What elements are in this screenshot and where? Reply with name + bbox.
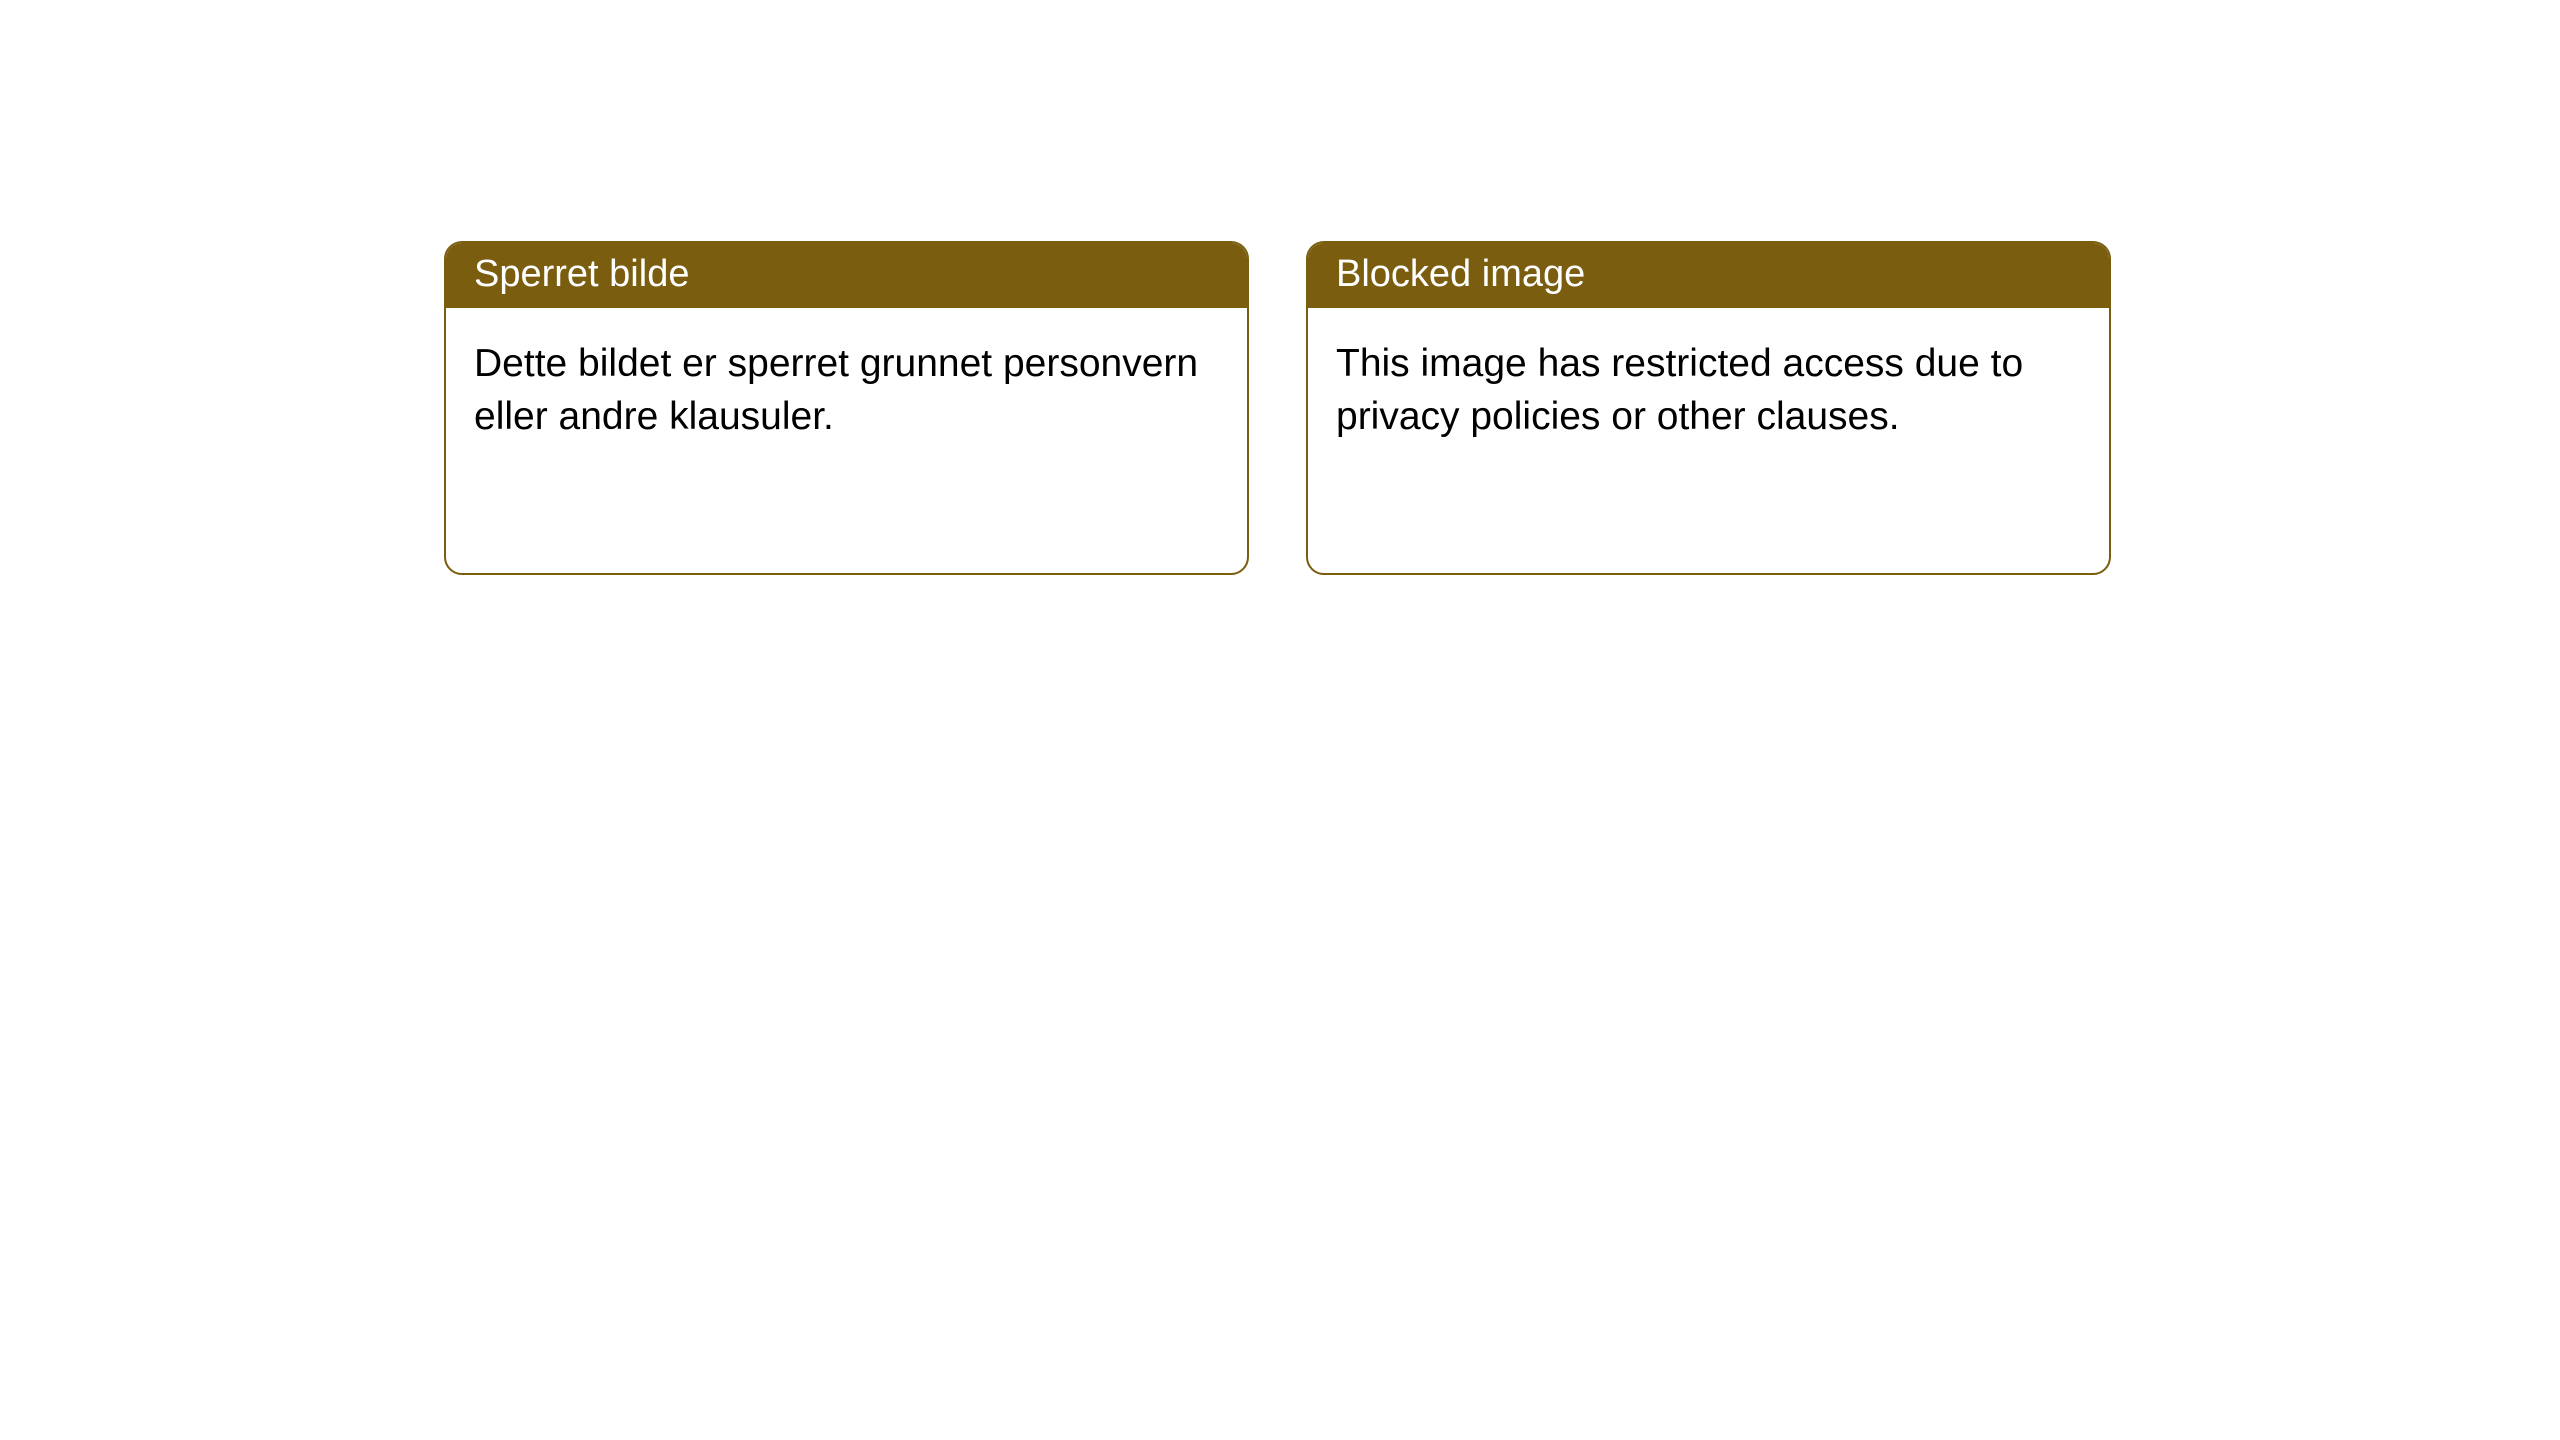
card-header: Sperret bilde (446, 243, 1247, 308)
blocked-image-card-no: Sperret bilde Dette bildet er sperret gr… (444, 241, 1249, 575)
card-message: Dette bildet er sperret grunnet personve… (474, 342, 1198, 438)
card-body: This image has restricted access due to … (1308, 308, 2109, 473)
card-body: Dette bildet er sperret grunnet personve… (446, 308, 1247, 473)
blocked-image-card-en: Blocked image This image has restricted … (1306, 241, 2111, 575)
card-header: Blocked image (1308, 243, 2109, 308)
card-message: This image has restricted access due to … (1336, 342, 2023, 438)
card-title: Blocked image (1336, 253, 1585, 295)
card-title: Sperret bilde (474, 253, 689, 295)
message-cards-container: Sperret bilde Dette bildet er sperret gr… (444, 241, 2111, 575)
